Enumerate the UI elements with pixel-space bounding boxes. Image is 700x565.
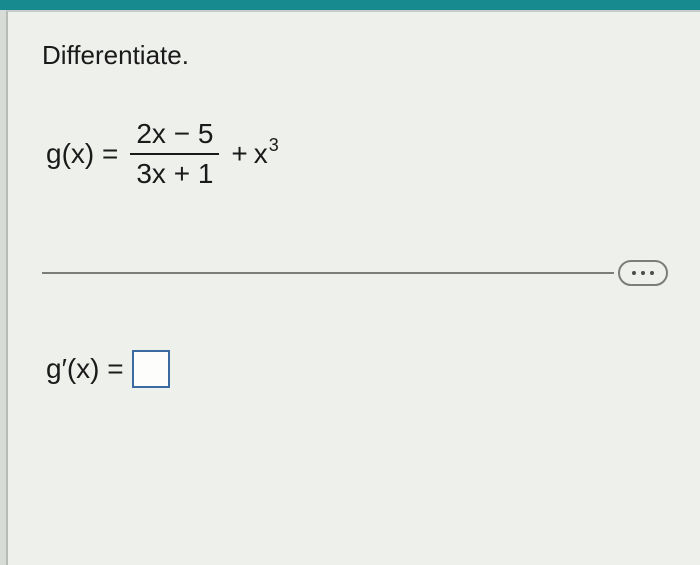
dot-icon (632, 271, 636, 275)
dot-icon (641, 271, 645, 275)
given-equation: g(x) = 2x − 5 3x + 1 + x3 (46, 115, 666, 192)
plus-sign: + (231, 138, 247, 170)
term-base: x (254, 138, 268, 169)
numerator: 2x − 5 (130, 115, 219, 153)
problem-card: Differentiate. g(x) = 2x − 5 3x + 1 + x3… (6, 10, 700, 565)
answer-input-box[interactable] (132, 350, 170, 388)
divider-row (42, 252, 666, 294)
cubic-term: x3 (254, 138, 278, 170)
denominator: 3x + 1 (130, 155, 219, 193)
instruction-text: Differentiate. (42, 40, 666, 71)
equation-lhs: g(x) = (46, 138, 118, 170)
window-top-bar (0, 0, 700, 10)
term-exponent: 3 (269, 135, 279, 155)
content-area: Differentiate. g(x) = 2x − 5 3x + 1 + x3… (8, 12, 700, 388)
answer-row: g′(x) = (46, 350, 666, 388)
section-divider (42, 272, 614, 274)
answer-lhs: g′(x) = (46, 353, 124, 385)
dot-icon (650, 271, 654, 275)
more-options-button[interactable] (618, 260, 668, 286)
fraction: 2x − 5 3x + 1 (130, 115, 219, 192)
